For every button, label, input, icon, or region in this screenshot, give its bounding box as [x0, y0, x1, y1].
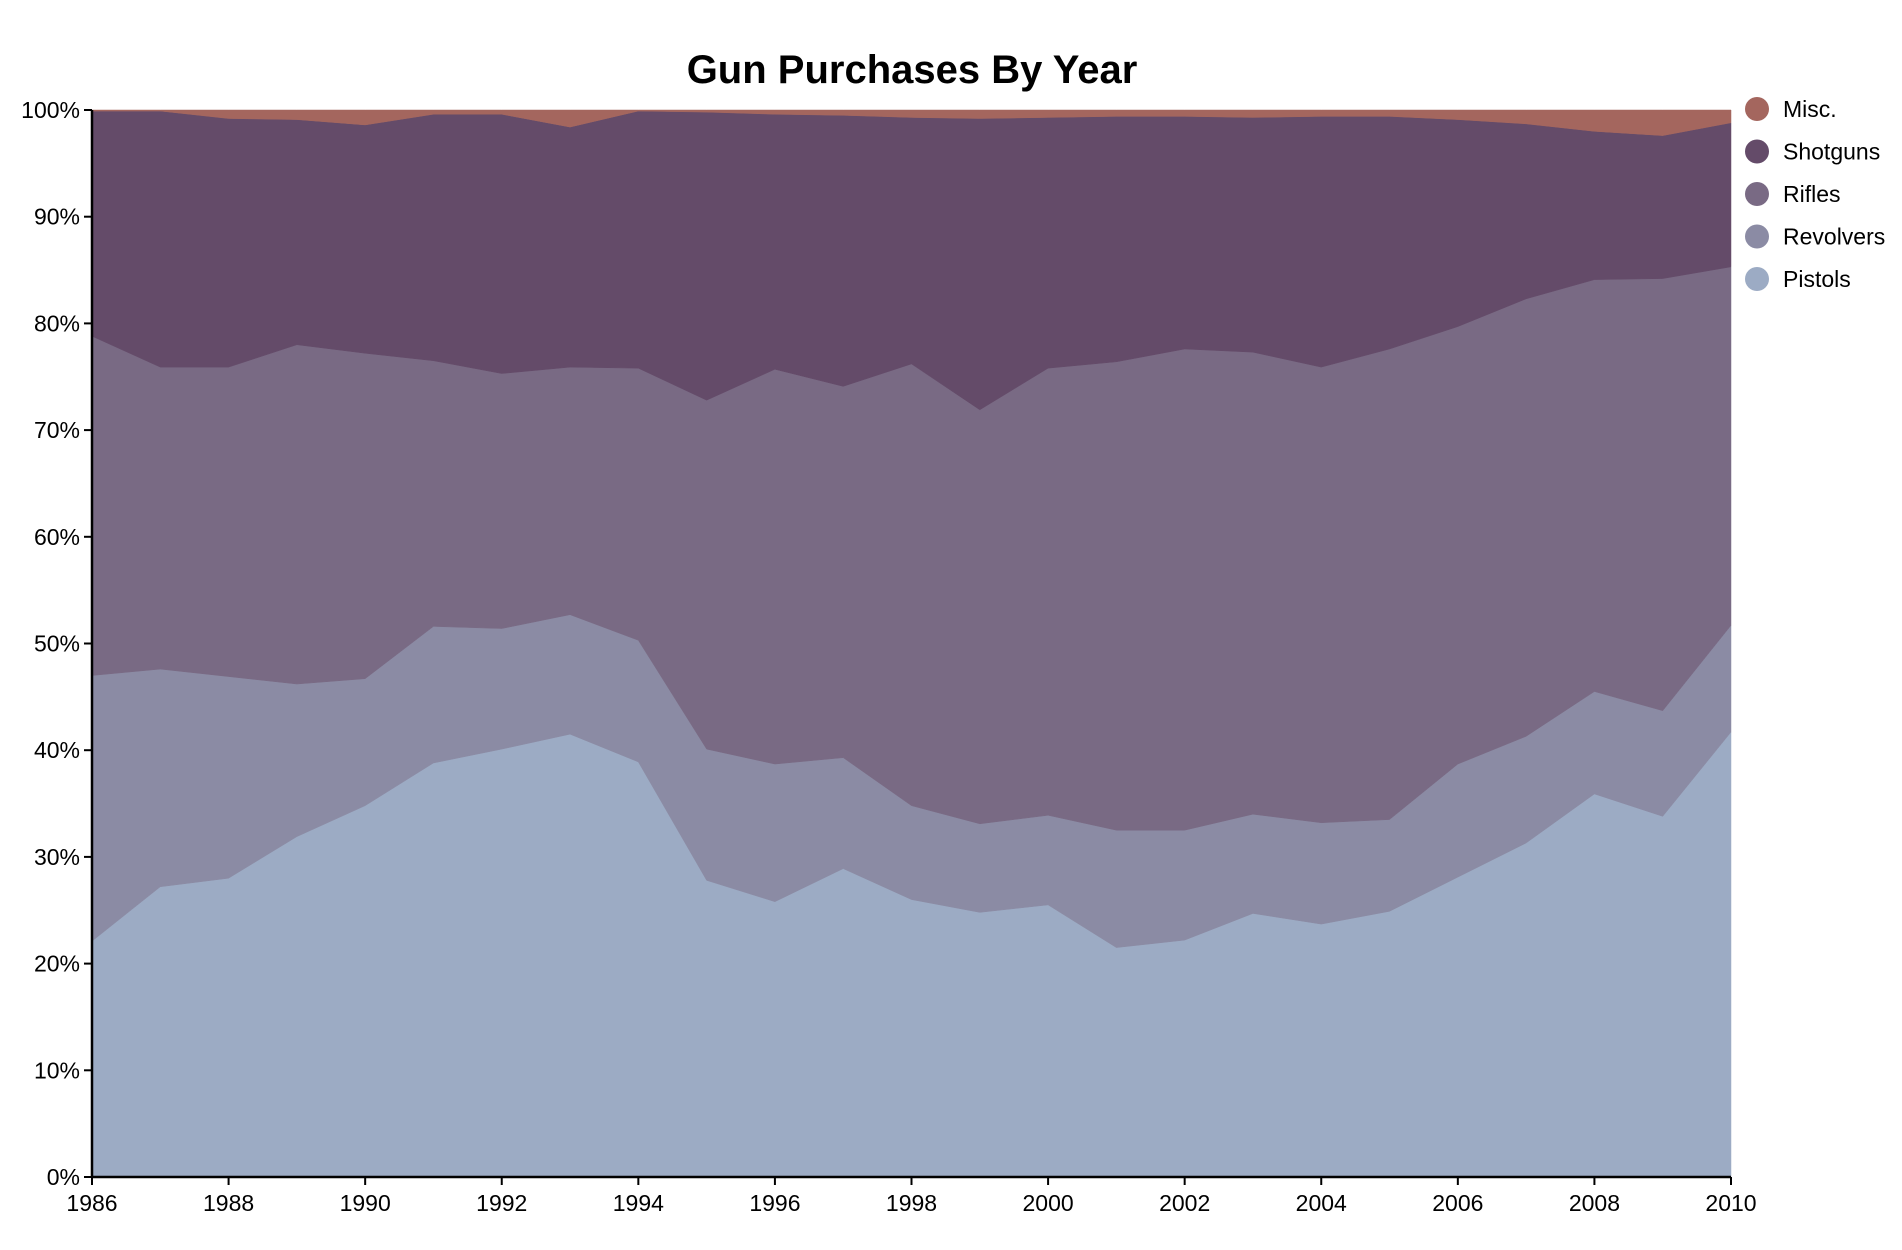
legend-item-revolvers: Revolvers: [1745, 224, 1885, 250]
legend-label: Rifles: [1783, 181, 1841, 207]
x-tick-label: 2006: [1432, 1190, 1483, 1216]
y-tick-label: 90%: [34, 204, 80, 230]
legend-swatch: [1745, 224, 1769, 249]
x-tick-label: 2010: [1705, 1190, 1756, 1216]
x-tick-label: 1990: [340, 1190, 391, 1216]
x-tick-label: 2008: [1569, 1190, 1620, 1216]
legend-label: Pistols: [1783, 266, 1851, 292]
x-tick-label: 1994: [613, 1190, 664, 1216]
x-tick-label: 2002: [1159, 1190, 1210, 1216]
legend-swatch: [1745, 182, 1769, 206]
y-tick-label: 0%: [47, 1164, 80, 1190]
x-tick-label: 1996: [749, 1190, 800, 1216]
y-tick-label: 60%: [34, 524, 80, 550]
x-tick-label: 1992: [476, 1190, 527, 1216]
legend-item-shotguns: Shotguns: [1745, 139, 1880, 165]
legend-item-pistols: Pistols: [1745, 266, 1851, 292]
legend-item-misc: Misc.: [1745, 96, 1837, 122]
chart-title: Gun Purchases By Year: [687, 48, 1138, 92]
legend-label: Shotguns: [1783, 139, 1880, 165]
x-tick-label: 1988: [203, 1190, 254, 1216]
y-tick-label: 50%: [34, 631, 80, 657]
legend-swatch: [1745, 267, 1769, 291]
y-tick-label: 20%: [34, 951, 80, 977]
x-tick-label: 1998: [886, 1190, 937, 1216]
y-tick-label: 80%: [34, 310, 80, 336]
y-tick-label: 70%: [34, 417, 80, 443]
area-misc: [91, 109, 1732, 136]
axes-layer: 0% 10% 20% 30% 40% 50% 60% 70% 80% 90% 100% 1986 198…: [21, 97, 1756, 1216]
legend: Misc. Shotguns Rifles Revolvers Pistols: [1745, 96, 1885, 292]
y-tick-label: 30%: [34, 844, 80, 870]
legend-label: Revolvers: [1783, 224, 1885, 250]
y-tick-label: 100%: [21, 97, 80, 123]
areas-layer: [91, 109, 1732, 1178]
legend-item-rifles: Rifles: [1745, 181, 1841, 207]
x-tick-label: 2004: [1296, 1190, 1347, 1216]
x-tick-label: 1986: [66, 1190, 117, 1216]
legend-swatch: [1745, 97, 1769, 121]
y-tick-label: 40%: [34, 737, 80, 763]
x-tick-label: 2000: [1022, 1190, 1073, 1216]
y-tick-label: 10%: [34, 1057, 80, 1083]
legend-swatch: [1745, 139, 1769, 164]
legend-label: Misc.: [1783, 96, 1837, 122]
